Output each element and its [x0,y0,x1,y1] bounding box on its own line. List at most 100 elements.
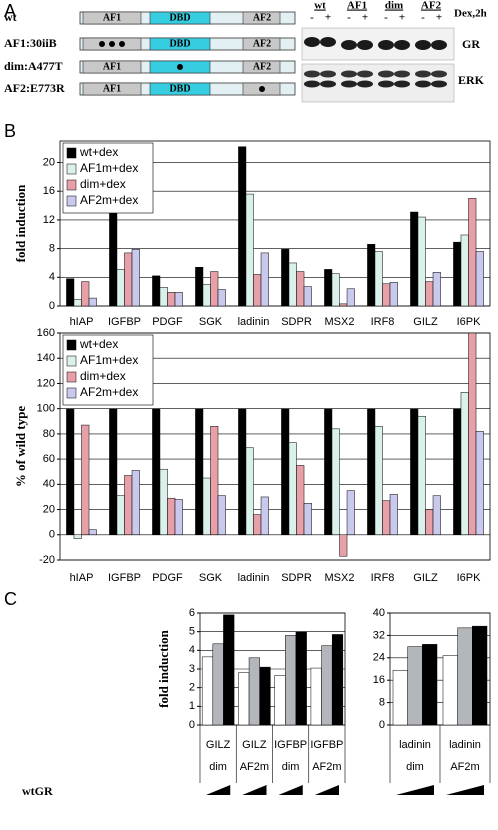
af1-label: AF1 [103,61,121,72]
erk-band [415,70,431,78]
gr-band [431,40,447,50]
bar [210,426,219,536]
legend-swatch [66,339,77,351]
legend-label: dim+dex [80,369,126,383]
erk-band [394,80,410,88]
bar [475,431,484,536]
legend-box [62,142,154,214]
x-tick-label: I6PK [457,572,482,584]
bar [367,408,376,536]
bar [73,534,82,539]
bar [260,496,269,536]
y-tick-label: 6 [189,607,195,619]
af2-domain [242,11,281,25]
x-tick-label: IGFBP [274,739,307,751]
legend: wt+dex AF1m+dex dim+dex AF2m+dex [62,142,154,214]
x-tick-label: GILZ [242,739,267,751]
y-tick-label: 16 [373,674,385,686]
bar [425,281,434,307]
dbd-domain [149,82,211,96]
bar [382,283,391,307]
bar [410,211,419,307]
bar [217,289,226,307]
bar [73,299,82,307]
y-tick-label: 20 [43,156,55,168]
af2-label: AF2 [253,61,271,72]
wtgr-wedge [396,785,434,795]
bar [285,635,297,726]
legend-swatch [66,355,77,367]
legend-swatch [66,387,77,399]
x-tick-label: GILZ [206,739,231,751]
mutation-dot [119,41,125,47]
dex-sign: + [399,12,405,24]
erk-band [341,80,357,88]
af1-domain [82,82,142,96]
bar [389,494,398,536]
bar [472,625,488,726]
bar [331,428,340,536]
wtgr-wedge [242,785,267,795]
erk-band [320,70,336,78]
legend-label: wt+dex [79,337,118,351]
bar [238,408,247,536]
bar [346,288,355,307]
bar [288,442,297,536]
y-tick-label: 140 [37,352,55,364]
dex-sign: - [347,12,351,24]
x-group-label: dim [282,761,300,773]
bar [66,408,75,536]
mutation-dot [99,41,105,47]
construct-label: AF1:30iiB [4,36,57,50]
bar [281,249,290,307]
lane-label: dim [385,0,403,12]
y-tick-label: 8 [379,697,385,709]
mutation-dot [109,41,115,47]
wtgr-wedge [278,785,303,795]
legend-swatch [66,371,77,383]
bar [66,278,75,307]
y-tick-label: 0 [49,529,55,541]
bar [245,193,254,307]
bar [475,251,484,307]
bar [159,468,168,536]
x-tick-label: SDPR [281,316,312,328]
legend-label: AF2m+dex [80,193,138,207]
dex-sign: + [436,12,442,24]
blot-row-label: ERK [458,73,485,87]
bar [407,646,423,726]
bar [324,269,333,307]
bar [81,424,90,536]
erk-band [378,80,394,88]
erk-band [304,80,320,88]
x-tick-label: hIAP [70,572,94,584]
bar [202,284,211,307]
bar [195,267,204,307]
bar [174,292,183,307]
x-group-label: AF2m [240,761,269,773]
x-group-label: AF2m [450,761,479,773]
bar [367,244,376,307]
bar [339,303,348,307]
bar [417,216,426,307]
y-tick-label: 20 [43,503,55,515]
y-tick-label: 2 [189,682,195,694]
x-tick-label: PDGF [152,316,183,328]
bar [457,627,473,726]
dex-sign: + [362,12,368,24]
bar [81,281,90,307]
bar [201,656,214,726]
bar [159,287,168,307]
x-tick-label: ladinin [449,739,481,751]
x-tick-label: IRF8 [371,316,395,328]
af1-domain [82,11,142,25]
bar [131,470,140,536]
bar [152,275,161,307]
legend-swatch [66,179,77,191]
x-tick-label: IGFBP [310,739,343,751]
gr-band [357,40,373,50]
construct-label: dim:A477T [4,59,63,73]
bar [116,269,125,307]
lane-label: AF1 [347,0,367,12]
bar [432,495,441,536]
